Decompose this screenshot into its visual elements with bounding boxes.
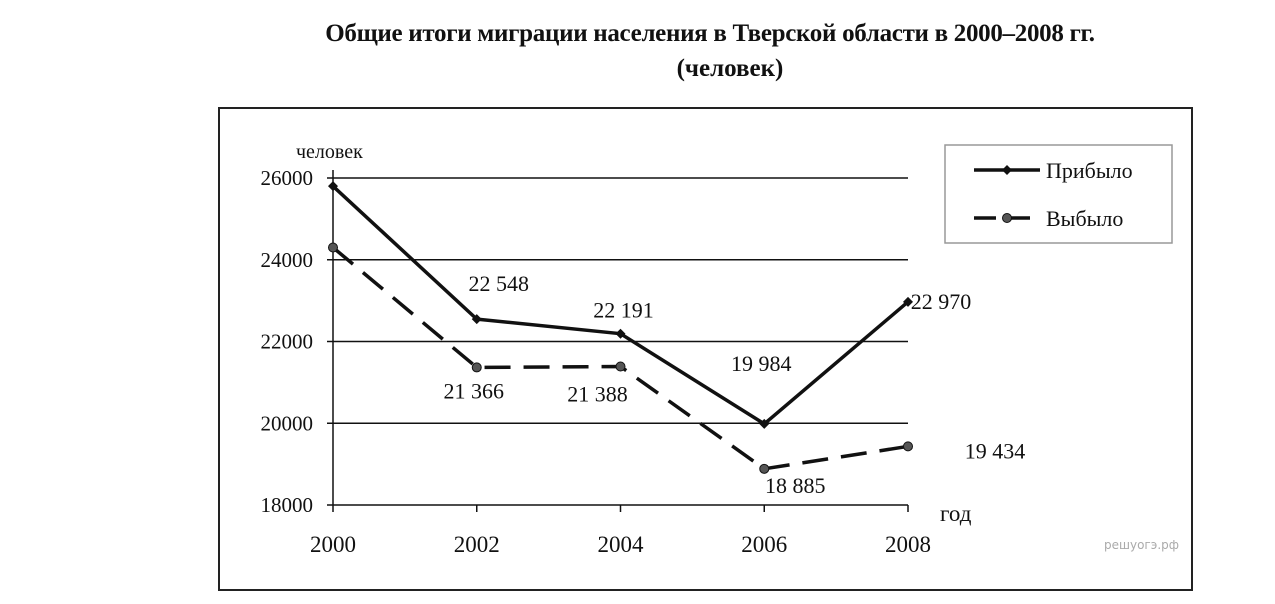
x-tick-labels: 2000 2002 2004 2006 2008	[310, 532, 931, 557]
legend-marker-1	[1002, 213, 1012, 223]
x-tick-label: 2008	[885, 532, 931, 557]
series-1-point	[328, 242, 338, 253]
x-axis-label: год	[940, 501, 972, 526]
y-tick-label: 18000	[261, 493, 314, 517]
series-1-point	[759, 463, 770, 474]
x-tick-label: 2006	[741, 532, 787, 557]
legend-label: Выбыло	[1046, 206, 1123, 231]
y-tick-label: 26000	[261, 166, 314, 190]
series-1-point	[615, 361, 626, 372]
data-label: 22 191	[593, 298, 654, 323]
series-group	[328, 181, 913, 474]
data-label: 21 366	[444, 378, 505, 403]
series-0-point	[615, 328, 626, 339]
data-label: 18 885	[765, 473, 826, 498]
series-line-1	[331, 246, 909, 471]
data-label: 22 548	[469, 271, 530, 296]
data-label: 19 434	[965, 438, 1026, 463]
y-tick-label: 24000	[261, 248, 314, 272]
legend-label: Прибыло	[1046, 158, 1133, 183]
series-1-point	[903, 441, 913, 452]
series-0-point	[903, 296, 913, 307]
y-tick-label: 20000	[261, 411, 314, 435]
chart-frame	[218, 107, 1193, 591]
data-labels: 22 548 22 191 19 984 22 970 21 366 21 388 18 8…	[444, 271, 1026, 498]
chart-title: Общие итоги миграции населения в Тверско…	[325, 20, 1095, 47]
data-label: 21 388	[567, 382, 628, 407]
x-tick-label: 2004	[598, 532, 645, 557]
y-axis-label: человек	[296, 141, 363, 163]
x-tick-label: 2000	[310, 532, 356, 557]
y-tick-labels: 18000 20000 22000 24000 26000	[261, 166, 314, 517]
data-label: 19 984	[731, 351, 792, 376]
series-0-point	[471, 314, 482, 325]
gridlines	[333, 177, 908, 424]
legend: Прибыло Выбыло	[944, 144, 1173, 244]
data-label: 22 970	[911, 289, 972, 314]
y-tick-label: 22000	[261, 330, 314, 354]
legend-marker-0	[1002, 165, 1012, 175]
x-tick-label: 2002	[454, 532, 500, 557]
series-0-point	[328, 181, 338, 192]
chart-subtitle: (человек)	[676, 55, 784, 82]
series-1-point	[471, 362, 482, 373]
legend-box	[944, 144, 1173, 244]
series-0-point	[759, 418, 770, 429]
axes	[327, 170, 909, 512]
watermark: решуогэ.рф	[1104, 538, 1179, 552]
